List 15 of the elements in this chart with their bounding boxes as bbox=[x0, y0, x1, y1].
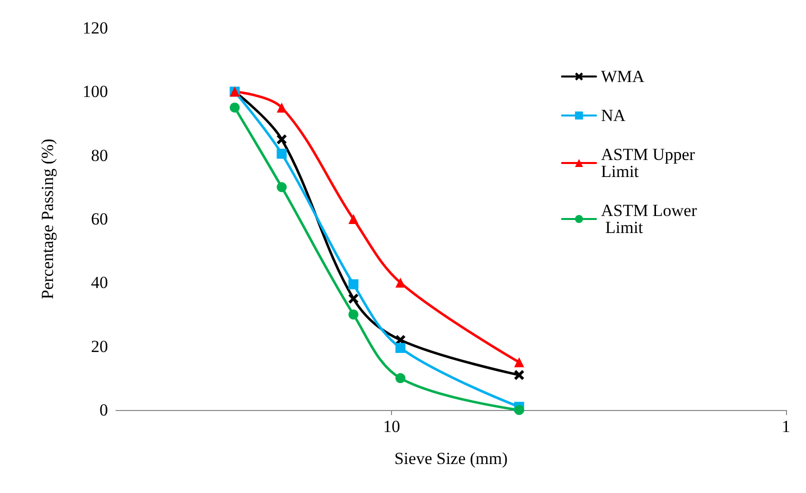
legend-label: ASTM Upper Limit bbox=[601, 145, 700, 181]
x-tick-label: 1 bbox=[782, 417, 790, 436]
y-axis-title: Percentage Passing (%) bbox=[38, 138, 57, 300]
y-tick-label: 100 bbox=[82, 82, 108, 102]
legend-label: NA bbox=[601, 106, 626, 125]
y-tick-label: 120 bbox=[82, 18, 108, 38]
legend-label: WMA bbox=[601, 67, 646, 86]
y-tick-label: 0 bbox=[100, 400, 108, 420]
x-axis-title: Sieve Size (mm) bbox=[394, 449, 508, 468]
x-tick-label: 10 bbox=[383, 417, 400, 436]
legend-label: ASTM Lower Limit bbox=[601, 201, 698, 237]
y-tick-label: 80 bbox=[91, 146, 108, 165]
y-tick-label: 20 bbox=[91, 336, 108, 356]
y-tick-label: 60 bbox=[91, 210, 108, 228]
y-tick-label: 40 bbox=[91, 273, 108, 292]
